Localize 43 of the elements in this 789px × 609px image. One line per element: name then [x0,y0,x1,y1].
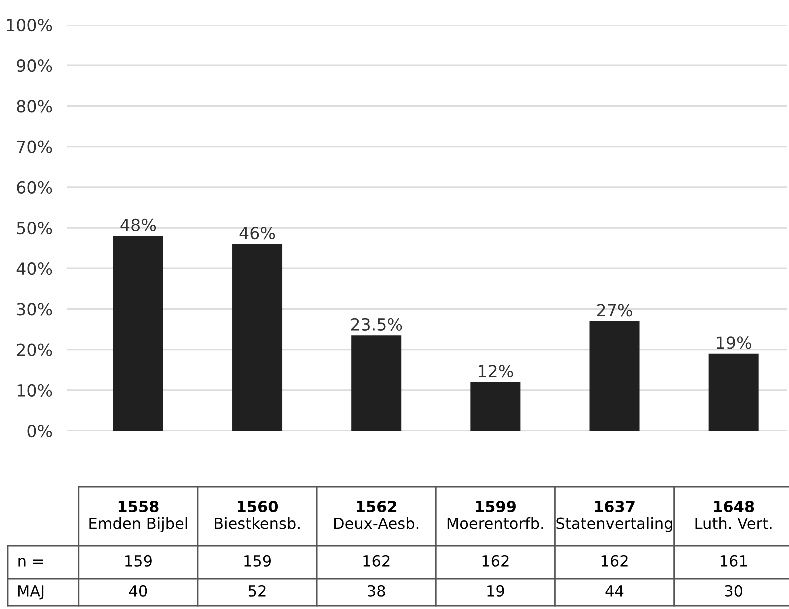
text: MAJ [18,586,44,600]
text: 162 [364,555,390,567]
bar [232,244,283,431]
x-tick-label: 1562 Deux-Aesb. [334,500,419,530]
y-tick-label: 50% [17,222,52,235]
data-label: 12% [478,365,514,378]
y-tick-label: 20% [17,344,52,356]
x-tick-label: 1560 Biestkensb. [215,500,300,530]
bar [470,382,521,431]
x-tick-label: 1637 Statenvertaling [556,500,672,532]
y-tick-label: 80% [17,100,52,113]
text: 19 [488,585,504,597]
text: 159 [244,555,272,567]
text: 162 [482,555,509,567]
bar [352,336,402,431]
text: 38 [368,585,386,597]
x-tick-label: 1558 Emden Bijbel [90,500,188,532]
y-tick-label: 10% [18,384,52,397]
data-label: 19% [717,336,752,350]
text: 162 [602,555,628,567]
text: n = [18,558,44,567]
y-tick-label: 70% [17,140,52,154]
data-label: 23.5% [351,318,402,331]
text: 40 [129,585,148,597]
text: 161 [720,555,748,567]
y-tick-label: 0% [28,424,52,438]
data-label: 46% [240,227,276,240]
x-tick-label: 1648 Luth. Vert. [696,500,772,530]
y-tick-label: 30% [17,303,52,316]
y-tick-label: 90% [17,60,52,72]
x-tick-label: 1599 Moerentorfb. [448,501,544,530]
y-tick-label: 100% [7,18,52,32]
bar [708,354,759,431]
text: 44 [606,586,624,597]
bar [590,321,640,431]
data-label: 48% [120,218,156,232]
text: 52 [248,585,266,597]
text: 30 [725,585,743,597]
y-tick-label: 60% [17,181,52,194]
y-tick-label: 40% [16,262,52,276]
data-label: 27% [597,304,632,317]
bar [113,236,164,431]
text: 159 [126,555,152,567]
